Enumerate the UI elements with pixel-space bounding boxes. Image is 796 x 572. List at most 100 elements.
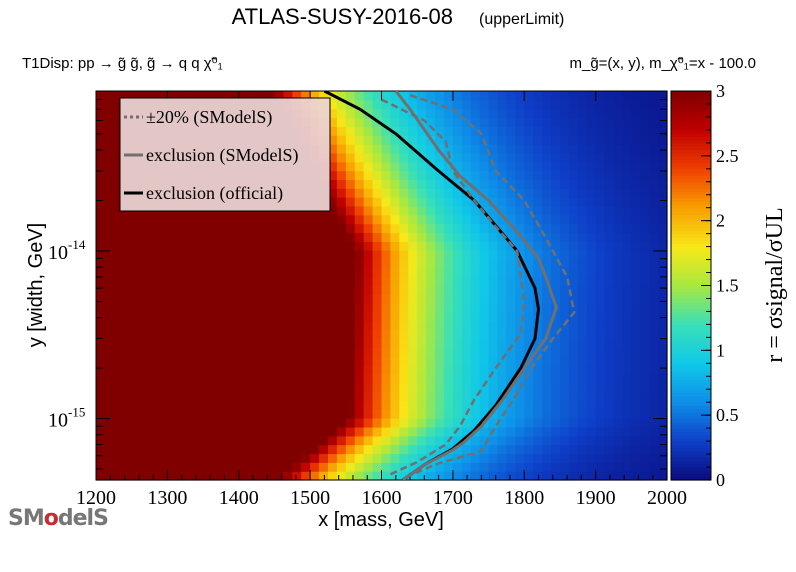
heatmap-cell (613, 214, 623, 225)
heatmap-cell (194, 426, 204, 437)
heatmap-cell (283, 462, 293, 472)
heatmap-cell (381, 294, 392, 304)
heatmap-cell (131, 214, 142, 225)
heatmap-cell (336, 426, 347, 437)
heatmap-cell (229, 373, 240, 384)
legend: ±20% (SModelS)exclusion (SModelS)exclusi… (119, 97, 331, 212)
heatmap-cell (104, 294, 115, 304)
heatmap-cell (220, 320, 231, 331)
heatmap-cell (363, 365, 374, 375)
heatmap-cell (229, 276, 240, 287)
heatmap-cell (542, 338, 552, 348)
colorbar-segment (671, 269, 711, 274)
colorbar-segment (671, 418, 711, 423)
heatmap-cell (149, 338, 160, 348)
heatmap-cell (256, 426, 267, 437)
heatmap-cell (649, 382, 659, 393)
heatmap-cell (479, 170, 490, 181)
heatmap-cell (515, 462, 525, 472)
heatmap-cell (551, 382, 561, 393)
heatmap-cell (631, 126, 641, 136)
heatmap-cell (238, 347, 249, 357)
heatmap-cell (336, 312, 347, 322)
heatmap-cell (658, 188, 668, 198)
heatmap-cell (176, 285, 186, 295)
heatmap-cell (658, 232, 668, 242)
heatmap-cell (390, 126, 400, 136)
heatmap-cell (559, 223, 570, 234)
heatmap-cell (399, 329, 409, 340)
heatmap-cell (274, 382, 284, 393)
heatmap-cell (381, 453, 392, 463)
x-tick-label: 1200 (76, 487, 116, 509)
heatmap-cell (542, 267, 552, 278)
heatmap-cell (631, 258, 641, 269)
heatmap-cell (158, 338, 168, 348)
heatmap-cell (533, 258, 543, 269)
heatmap-cell (327, 197, 338, 207)
heatmap-cell (399, 126, 409, 136)
heatmap-cell (488, 197, 499, 207)
heatmap-cell (426, 303, 436, 313)
heatmap-cell (336, 365, 347, 375)
heatmap-cell (113, 205, 124, 216)
heatmap-cell (390, 91, 400, 101)
heatmap-cell (452, 338, 463, 348)
heatmap-cell (479, 338, 490, 348)
heatmap-cell (211, 435, 222, 446)
heatmap-cell (524, 223, 534, 234)
heatmap-cell (488, 409, 499, 419)
colorbar-segment (671, 340, 711, 345)
heatmap-cell (452, 126, 463, 136)
heatmap-cell (470, 241, 481, 251)
heatmap-cell (220, 400, 231, 410)
heatmap-cell (345, 347, 356, 357)
heatmap-cell (586, 267, 597, 278)
heatmap-cell (292, 241, 302, 251)
heatmap-cell (408, 223, 418, 234)
heatmap-cell (122, 444, 133, 455)
heatmap-cell (372, 223, 383, 234)
heatmap-cell (104, 365, 115, 375)
heatmap-cell (354, 338, 365, 348)
heatmap-cell (640, 409, 650, 419)
heatmap-cell (211, 329, 222, 340)
heatmap-cell (229, 347, 240, 357)
colorbar-segment (671, 330, 711, 335)
heatmap-cell (176, 258, 186, 269)
heatmap-cell (194, 373, 204, 384)
heatmap-cell (506, 471, 516, 481)
heatmap-cell (586, 214, 597, 225)
heatmap-cell (336, 144, 347, 154)
heatmap-cell (229, 338, 240, 348)
heatmap-cell (435, 267, 445, 278)
heatmap-cell (247, 347, 258, 357)
heatmap-cell (96, 373, 106, 384)
heatmap-cell (256, 356, 267, 366)
heatmap-cell (559, 365, 570, 375)
heatmap-cell (586, 373, 597, 384)
heatmap-cell (470, 400, 481, 410)
heatmap-cell (533, 250, 543, 260)
heatmap-cell (640, 338, 650, 348)
heatmap-cell (96, 223, 106, 234)
heatmap-cell (479, 347, 490, 357)
heatmap-cell (631, 267, 641, 278)
heatmap-cell (381, 382, 392, 393)
heatmap-cell (631, 250, 641, 260)
heatmap-cell (551, 320, 561, 331)
heatmap-cell (354, 241, 365, 251)
heatmap-cell (203, 391, 213, 402)
heatmap-cell (220, 435, 231, 446)
heatmap-cell (515, 188, 525, 198)
heatmap-cell (283, 356, 293, 366)
heatmap-cell (559, 117, 570, 127)
heatmap-cell (577, 303, 588, 313)
heatmap-cell (381, 144, 392, 154)
heatmap-cell (452, 365, 463, 375)
heatmap-cell (256, 320, 267, 331)
heatmap-cell (149, 241, 160, 251)
heatmap-cell (577, 426, 588, 437)
heatmap-cell (354, 179, 365, 189)
colorbar-segment (671, 454, 711, 458)
